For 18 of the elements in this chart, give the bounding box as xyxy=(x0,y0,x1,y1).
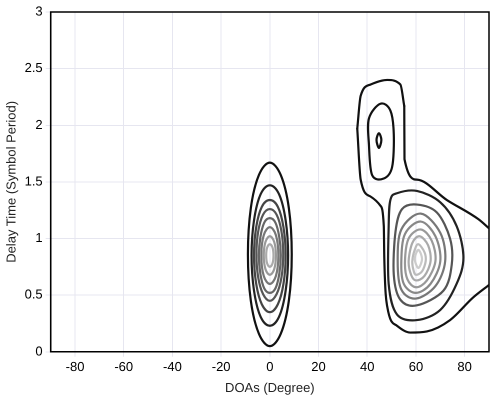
x-tick-label: 60 xyxy=(408,359,424,374)
x-tick-label: -20 xyxy=(212,359,231,374)
y-tick-label: 2 xyxy=(35,116,43,132)
x-tick-label: 0 xyxy=(266,359,274,374)
y-axis-title: Delay Time (Symbol Period) xyxy=(3,100,18,263)
x-axis-title: DOAs (Degree) xyxy=(225,380,315,395)
y-tick-label: 1 xyxy=(35,230,43,246)
x-tick-label: 20 xyxy=(311,359,326,374)
x-tick-label: -80 xyxy=(66,359,84,374)
x-tick-label: 80 xyxy=(457,359,472,374)
y-tick-label: 1.5 xyxy=(24,173,43,188)
x-tick-label: -40 xyxy=(163,359,182,374)
y-tick-label: 0 xyxy=(35,343,43,358)
y-tick-label: 0.5 xyxy=(24,286,43,302)
x-tick-label: -60 xyxy=(114,359,134,374)
y-tick-label: 3 xyxy=(35,4,43,19)
x-tick-label: 40 xyxy=(360,359,374,374)
y-tick-label: 2.5 xyxy=(24,60,43,76)
